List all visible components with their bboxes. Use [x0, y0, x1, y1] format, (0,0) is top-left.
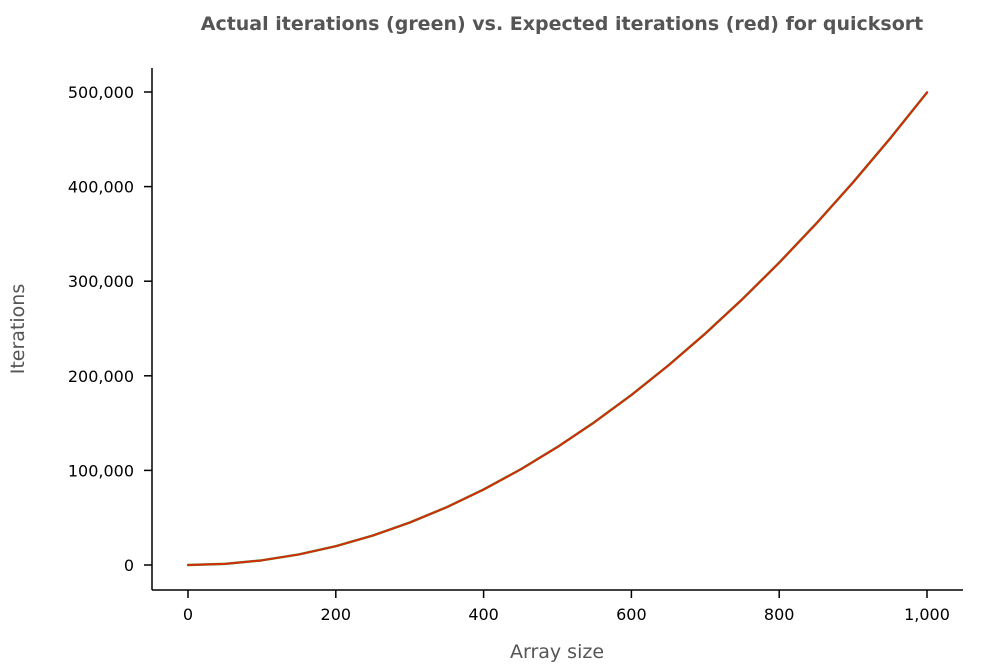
x-tick-label: 1,000 [904, 605, 950, 624]
y-tick-label: 400,000 [68, 178, 134, 197]
plot-lines [186, 91, 929, 567]
x-ticks: 0 200 400 600 800 1,000 [183, 590, 950, 624]
y-tick-label: 100,000 [68, 461, 134, 480]
series-line-1 [186, 91, 929, 567]
y-tick-label: 0 [124, 556, 134, 575]
x-tick-label: 200 [321, 605, 352, 624]
x-tick-label: 600 [616, 605, 647, 624]
x-tick-label: 800 [764, 605, 795, 624]
y-tick-label: 200,000 [68, 367, 134, 386]
chart-title: Actual iterations (green) vs. Expected i… [201, 13, 924, 35]
y-ticks: 0 100,000 200,000 300,000 400,000 500,000 [68, 83, 152, 575]
y-axis-label: Iterations [7, 284, 29, 375]
x-tick-label: 0 [183, 605, 193, 624]
x-axis-label: Array size [510, 641, 604, 663]
series-line-2 [187, 91, 928, 566]
y-tick-label: 500,000 [68, 83, 134, 102]
x-tick-label: 400 [468, 605, 499, 624]
y-tick-label: 300,000 [68, 272, 134, 291]
